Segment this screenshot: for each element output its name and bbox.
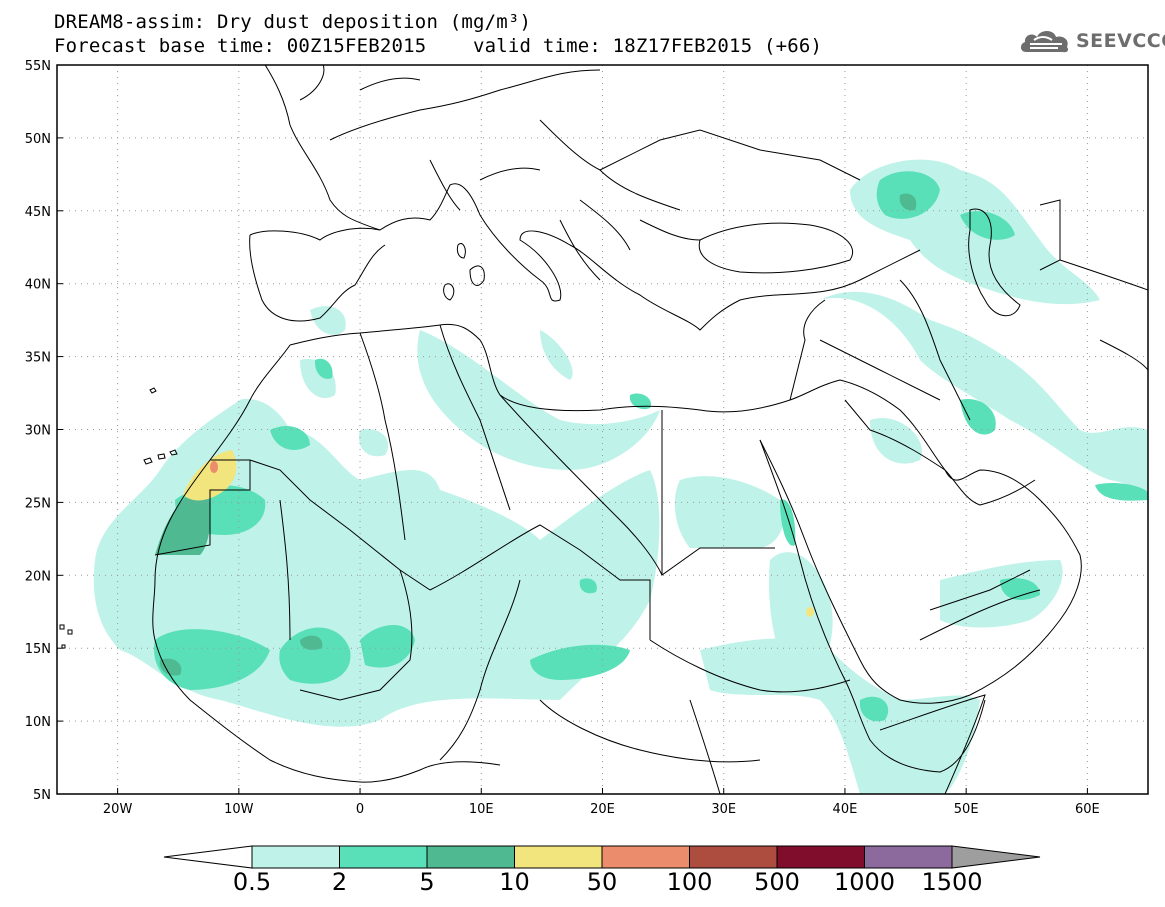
colorbar-segment <box>339 845 428 869</box>
lat-tick-label: 5N <box>33 788 51 803</box>
colorbar-segment <box>251 845 340 869</box>
colorbar-segment <box>426 845 515 869</box>
lat-tick-label: 10N <box>25 715 51 730</box>
colorbar-label: 5 <box>419 868 435 896</box>
lon-tick-label: 20W <box>103 802 133 817</box>
colorbar-label: 0.5 <box>232 868 272 896</box>
lon-tick-label: 10W <box>224 802 254 817</box>
lat-tick-label: 25N <box>25 496 51 511</box>
lat-tick-label: 15N <box>25 642 51 657</box>
lon-tick-label: 0 <box>356 802 364 817</box>
colorbar-label: 50 <box>586 868 618 896</box>
colorbar-low-arrow <box>163 845 253 869</box>
lon-tick-label: 40E <box>833 802 858 817</box>
colorbar-segment <box>514 845 603 869</box>
deposition-shading <box>93 159 1148 794</box>
lon-tick-label: 30E <box>711 802 736 817</box>
map-title: DREAM8-assim: Dry dust deposition (mg/m³… <box>54 11 532 33</box>
coastlines <box>59 65 1148 794</box>
colorbar-label: 100 <box>666 868 713 896</box>
lon-tick-label: 60E <box>1075 802 1100 817</box>
lon-tick-label: 20E <box>590 802 615 817</box>
lat-tick-label: 20N <box>25 569 51 584</box>
colorbar <box>163 845 1041 869</box>
lat-tick-label: 45N <box>25 205 51 220</box>
colorbar-label: 1500 <box>921 868 983 896</box>
lat-tick-label: 50N <box>25 132 51 147</box>
lat-tick-label: 40N <box>25 278 51 293</box>
lon-tick-label: 50E <box>954 802 979 817</box>
cloud-icon <box>1020 31 1069 53</box>
lon-tick-label: 10E <box>469 802 494 817</box>
colorbar-label: 2 <box>331 868 348 896</box>
colorbar-segment <box>689 845 778 869</box>
longitude-labels: 20W 10W 0 10E 20E 30E 40E 50E 60E <box>103 802 1100 817</box>
forecast-time-info: Forecast base time: 00Z15FEB2015 valid t… <box>54 35 823 57</box>
colorbar-label: 1000 <box>833 868 896 896</box>
latitude-labels: 55N 50N 45N 40N 35N 30N 25N 20N 15N 10N 5N <box>25 59 51 803</box>
logo-text: SEEVCCC <box>1076 30 1165 52</box>
colorbar-label: 10 <box>499 868 530 896</box>
lat-tick-label: 35N <box>25 351 51 366</box>
lat-tick-label: 30N <box>25 424 51 439</box>
lat-tick-label: 55N <box>25 59 51 74</box>
colorbar-high-arrow <box>951 845 1041 869</box>
colorbar-segment <box>601 845 690 869</box>
seevccc-logo: SEEVCCC <box>1018 26 1165 56</box>
colorbar-segment <box>776 845 865 869</box>
colorbar-label: 500 <box>754 868 800 896</box>
colorbar-segment <box>864 845 953 869</box>
